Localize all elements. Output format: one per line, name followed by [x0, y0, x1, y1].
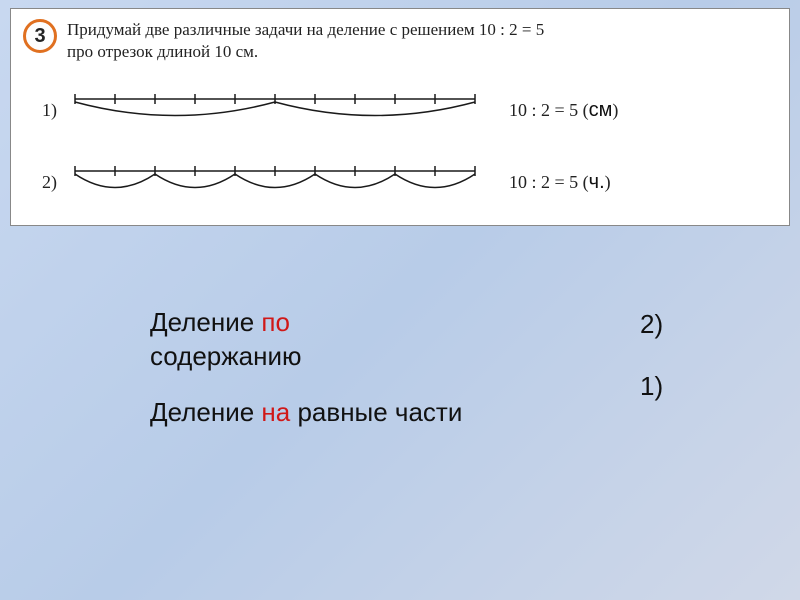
lower-section: Деление по содержанию Деление на равные …	[0, 306, 800, 451]
answer-column: 2) 1)	[640, 306, 760, 451]
problem-header: 3 Придумай две различные задачи на делен…	[23, 19, 777, 63]
segment-diagram-1	[65, 85, 485, 135]
eq1-close: )	[612, 100, 618, 120]
problem-line1: Придумай две различные задачи на деление…	[67, 20, 544, 39]
segment-row-2: 2) 10 : 2 = 5 (ч.)	[23, 157, 777, 207]
c1b: по	[261, 307, 290, 337]
c1c: содержанию	[150, 341, 302, 371]
eq2-unit: ч.	[589, 171, 605, 193]
eq2-close: )	[605, 172, 611, 192]
problem-box: 3 Придумай две различные задачи на делен…	[10, 8, 790, 226]
eq1-unit: см	[589, 99, 613, 121]
segment-row-1: 1) 10 : 2 = 5 (см)	[23, 85, 777, 135]
segment-label-1: 1)	[23, 100, 65, 121]
eq1-text: 10 : 2 = 5 (	[509, 100, 589, 120]
c1a: Деление	[150, 307, 261, 337]
problem-number: 3	[34, 25, 45, 48]
concept-line-2: Деление на равные части	[150, 396, 640, 430]
concept-text: Деление по содержанию Деление на равные …	[40, 306, 640, 451]
concept-line-1: Деление по содержанию	[150, 306, 640, 374]
problem-line2: про отрезок длиной 10 см.	[67, 42, 258, 61]
segment-equation-2: 10 : 2 = 5 (ч.)	[509, 171, 611, 194]
problem-number-badge: 3	[23, 19, 57, 53]
segment-equation-1: 10 : 2 = 5 (см)	[509, 99, 618, 122]
c2a: Деление	[150, 397, 261, 427]
answer-2: 1)	[640, 370, 760, 404]
answer-1: 2)	[640, 308, 760, 342]
segment-label-2: 2)	[23, 172, 65, 193]
problem-text: Придумай две различные задачи на деление…	[67, 19, 544, 63]
c2c: равные части	[290, 397, 462, 427]
eq2-text: 10 : 2 = 5 (	[509, 172, 589, 192]
segment-diagram-2	[65, 157, 485, 207]
c2b: на	[261, 397, 290, 427]
